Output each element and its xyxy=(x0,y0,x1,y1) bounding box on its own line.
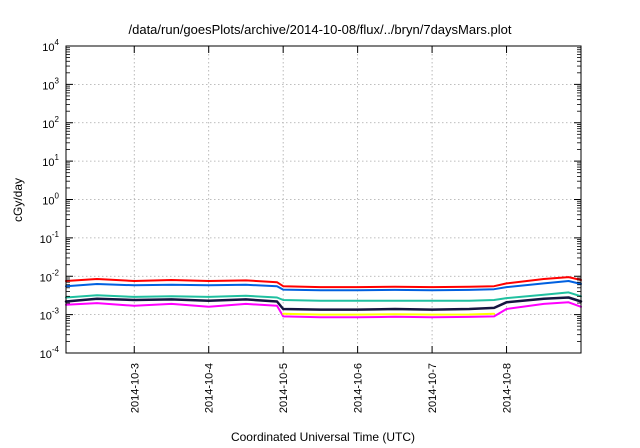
y-tick-label: 10-1 xyxy=(40,230,60,246)
series-line-1 xyxy=(65,276,582,289)
chart-title: /data/run/goesPlots/archive/2014-10-08/f… xyxy=(129,22,512,37)
x-axis-label: Coordinated Universal Time (UTC) xyxy=(231,430,415,444)
x-tick-label: 2014-10-3 xyxy=(129,363,141,413)
y-tick-label: 104 xyxy=(42,38,59,54)
y-axis: 10-4 10-3 10-2 10-1 100 101 102 103 104 xyxy=(40,38,581,361)
x-tick-label: 2014-10-5 xyxy=(278,363,290,413)
series-line-4 xyxy=(64,296,583,311)
x-tick-label: 2014-10-4 xyxy=(204,363,216,413)
series-group xyxy=(64,276,583,319)
grid xyxy=(66,46,581,353)
y-tick-label: 10-3 xyxy=(40,307,60,323)
series-line-2 xyxy=(65,280,582,292)
x-tick-label: 2014-10-8 xyxy=(502,363,514,413)
series-line-6 xyxy=(282,312,496,316)
y-tick-label: 101 xyxy=(42,153,59,169)
series-line-5 xyxy=(65,301,582,319)
series-line-3 xyxy=(65,291,582,302)
x-tick-label: 2014-10-6 xyxy=(353,363,365,413)
x-tick-label: 2014-10-7 xyxy=(427,363,439,413)
y-tick-label: 10-2 xyxy=(40,268,60,284)
y-tick-label: 102 xyxy=(42,115,59,131)
y-tick-label: 100 xyxy=(42,192,59,208)
y-tick-label: 10-4 xyxy=(40,345,60,361)
y-tick-label: 103 xyxy=(42,76,59,92)
y-axis-label: cGy/day xyxy=(11,178,25,222)
x-axis: 2014-10-3 2014-10-4 2014-10-5 2014-10-6 2014… xyxy=(129,46,514,413)
